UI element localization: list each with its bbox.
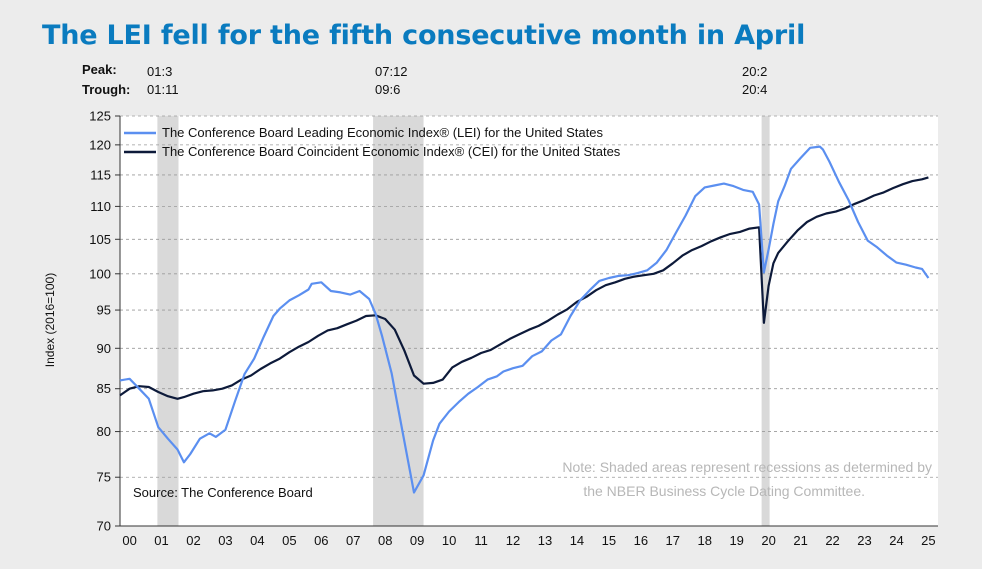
note-line-2: the NBER Business Cycle Dating Committee… (583, 483, 865, 499)
axes: 70 75 80 85 90 95 100 105 110 115 120 125 00 01 02 03 04… (89, 109, 938, 548)
x-tick-label-01: 01 (154, 533, 168, 548)
trough-date-2: 09:6 (375, 82, 401, 97)
x-tick-label-00: 00 (122, 533, 136, 548)
x-tick-label-21: 21 (793, 533, 807, 548)
x-tick-label-05: 05 (282, 533, 296, 548)
y-tick-label-85: 85 (97, 381, 111, 396)
x-tick-label-18: 18 (698, 533, 712, 548)
x-tick-label-08: 08 (378, 533, 392, 548)
recession-shading (157, 116, 770, 526)
x-tick-label-16: 16 (634, 533, 648, 548)
x-tick-label-12: 12 (506, 533, 520, 548)
x-tick-label-03: 03 (218, 533, 232, 548)
trough-date-3: 20:4 (742, 82, 768, 97)
legend-label-cei: The Conference Board Coincident Economic… (162, 144, 621, 159)
x-tick-label-09: 09 (410, 533, 424, 548)
y-tick-label-100: 100 (89, 266, 111, 281)
cei-line (119, 176, 929, 400)
x-tick-label-02: 02 (186, 533, 200, 548)
x-tick-label-24: 24 (889, 533, 903, 548)
chart-title: The LEI fell for the fifth consecutive m… (42, 20, 806, 51)
x-tick-label-19: 19 (729, 533, 743, 548)
recession-band-2 (373, 116, 424, 526)
recession-band-3 (761, 116, 770, 526)
y-tick-label-90: 90 (97, 341, 111, 356)
x-tick-label-17: 17 (666, 533, 680, 548)
y-tick-label-125: 125 (89, 109, 111, 124)
x-tick-label-23: 23 (857, 533, 871, 548)
y-tick-label-120: 120 (89, 137, 111, 152)
source-text: Source: The Conference Board (133, 485, 313, 500)
peak-date-1: 01:3 (147, 64, 173, 79)
gridlines (120, 115, 938, 478)
x-tick-label-15: 15 (602, 533, 616, 548)
x-tick-label-10: 10 (442, 533, 456, 548)
plot-background (120, 116, 938, 526)
y-tick-label-70: 70 (97, 519, 111, 534)
x-tick-label-04: 04 (250, 533, 264, 548)
legend-label-lei: The Conference Board Leading Economic In… (162, 125, 603, 140)
trough-date-1: 01:11 (147, 82, 179, 97)
lei-line (119, 145, 930, 494)
x-tick-label-20: 20 (761, 533, 775, 548)
x-tick-label-25: 25 (921, 533, 935, 548)
trough-label: Trough: (82, 82, 131, 97)
y-axis-label: Index (2016=100) (43, 273, 57, 367)
x-tick-label-22: 22 (825, 533, 839, 548)
y-tick-label-75: 75 (97, 470, 111, 485)
y-tick-label-105: 105 (89, 232, 111, 247)
y-tick-label-80: 80 (97, 424, 111, 439)
y-tick-label-110: 110 (90, 199, 111, 214)
x-tick-label-13: 13 (538, 533, 552, 548)
legend: The Conference Board Leading Economic In… (124, 125, 621, 159)
x-tick-label-07: 07 (346, 533, 360, 548)
peak-label: Peak: (82, 62, 117, 77)
x-tick-label-06: 06 (314, 533, 328, 548)
peak-date-3: 20:2 (742, 64, 768, 79)
x-tick-label-14: 14 (570, 533, 584, 548)
y-tick-label-95: 95 (97, 303, 111, 318)
x-tick-label-11: 11 (474, 533, 488, 548)
y-tick-label-115: 115 (90, 167, 111, 182)
peak-date-2: 07:12 (375, 64, 408, 79)
recession-band-1 (157, 116, 179, 526)
series-lines (119, 145, 930, 494)
note-line-1: Note: Shaded areas represent recessions … (562, 459, 932, 475)
